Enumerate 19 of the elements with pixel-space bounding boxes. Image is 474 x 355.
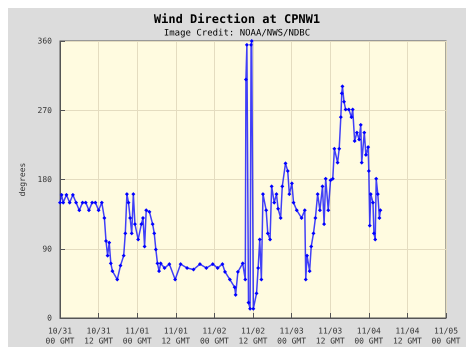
y-tick-label: 360 — [38, 36, 52, 46]
x-tick-label: 11/02 12 GMT — [238, 326, 268, 346]
y-tick-label: 90 — [42, 244, 52, 254]
chart-subtitle: Image Credit: NOAA/NWS/NDBC — [164, 28, 310, 38]
x-tick-label: 11/01 00 GMT — [122, 326, 152, 346]
x-tick-label: 11/01 12 GMT — [161, 326, 190, 346]
x-tick-label: 11/05 00 GMT — [432, 326, 461, 346]
y-tick-label: 180 — [38, 175, 52, 184]
x-tick-label: 11/04 12 GMT — [392, 326, 422, 346]
y-tick-label: 270 — [38, 106, 52, 115]
chart-title: Wind Direction at CPNW1 — [154, 12, 320, 26]
x-tick-label: 11/03 12 GMT — [316, 326, 345, 346]
x-tick-label: 11/03 00 GMT — [277, 326, 306, 346]
y-axis-title: degrees — [18, 162, 28, 196]
x-tick-label: 10/31 12 GMT — [84, 326, 114, 346]
x-tick-label: 10/31 00 GMT — [46, 326, 75, 346]
y-tick-label: 0 — [47, 314, 52, 322]
x-tick-label: 11/04 00 GMT — [354, 326, 384, 346]
x-tick-label: 11/02 00 GMT — [200, 326, 230, 346]
